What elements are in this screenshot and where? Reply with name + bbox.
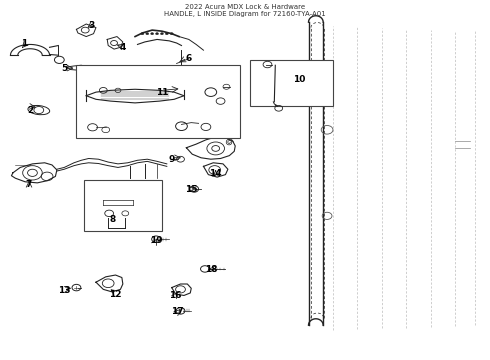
- Text: 8: 8: [110, 215, 116, 224]
- Circle shape: [170, 33, 173, 35]
- Text: 16: 16: [170, 291, 182, 300]
- Text: 2022 Acura MDX Lock & Hardware: 2022 Acura MDX Lock & Hardware: [185, 4, 305, 10]
- Text: 9: 9: [169, 155, 175, 164]
- Text: 15: 15: [185, 185, 197, 194]
- Text: 14: 14: [209, 169, 222, 178]
- Text: 12: 12: [109, 289, 122, 298]
- Text: 11: 11: [156, 87, 168, 96]
- Text: 17: 17: [172, 307, 184, 316]
- Text: HANDLE, L INSIDE Diagram for 72160-TYA-A01: HANDLE, L INSIDE Diagram for 72160-TYA-A…: [164, 11, 326, 17]
- Circle shape: [165, 33, 168, 35]
- Bar: [76, 65, 240, 138]
- Bar: [84, 180, 162, 231]
- Circle shape: [156, 33, 159, 35]
- Text: 4: 4: [120, 43, 126, 52]
- Text: 10: 10: [293, 75, 305, 84]
- Bar: [250, 60, 333, 107]
- Text: 7: 7: [26, 180, 32, 189]
- Circle shape: [151, 33, 154, 35]
- Text: 18: 18: [205, 265, 218, 274]
- Circle shape: [141, 33, 144, 35]
- Text: 3: 3: [88, 21, 94, 30]
- Text: 19: 19: [150, 236, 162, 245]
- Circle shape: [160, 33, 163, 35]
- Text: 1: 1: [21, 39, 27, 48]
- Text: 2: 2: [27, 105, 33, 114]
- Text: 5: 5: [61, 64, 67, 73]
- Text: 13: 13: [58, 286, 71, 295]
- Circle shape: [146, 33, 149, 35]
- Text: 6: 6: [186, 54, 192, 63]
